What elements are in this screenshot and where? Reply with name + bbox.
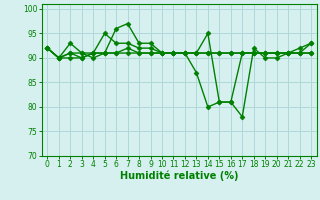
X-axis label: Humidité relative (%): Humidité relative (%) xyxy=(120,171,238,181)
